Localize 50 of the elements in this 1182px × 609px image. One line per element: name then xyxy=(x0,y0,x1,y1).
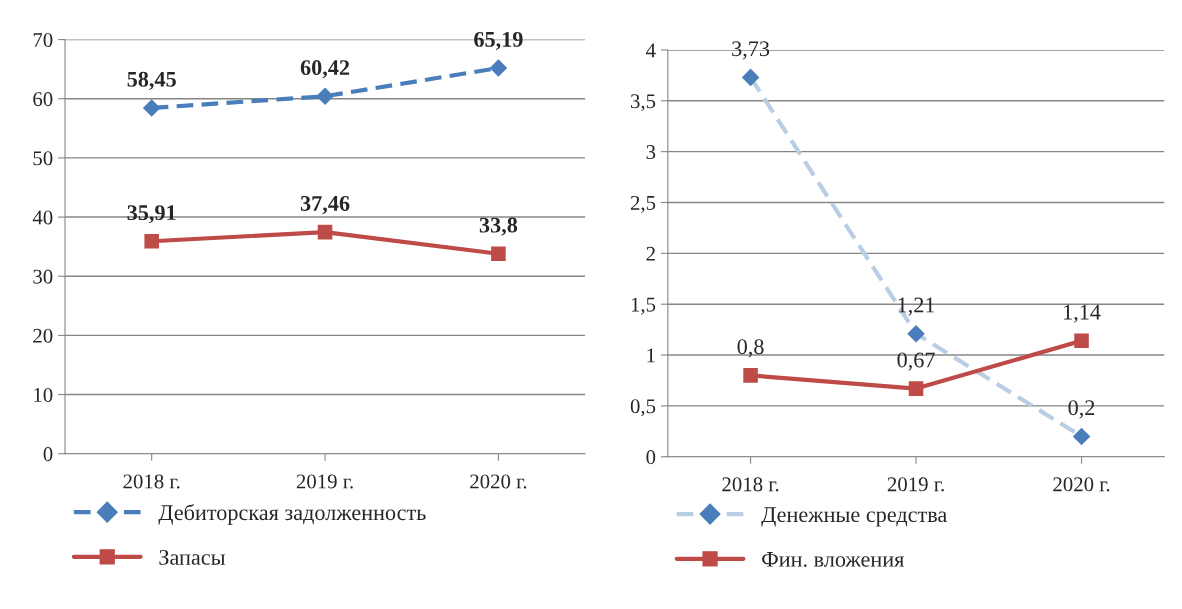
point xyxy=(741,68,760,87)
y-tick-label: 70 xyxy=(33,32,53,48)
point xyxy=(1072,427,1091,446)
y-tick-label: 30 xyxy=(33,269,53,284)
y-tick-label: 10 xyxy=(34,387,53,402)
x-tick-label: 2019 г. xyxy=(296,474,353,489)
data-label: 33,8 xyxy=(479,217,518,236)
x-tick-label: 2020 г. xyxy=(470,474,527,489)
point xyxy=(1074,333,1089,349)
x-tick-label: 2020 г. xyxy=(1053,477,1110,492)
data-label: 37,46 xyxy=(300,195,350,215)
legend-label: Денежные средства xyxy=(761,507,947,527)
legend-label: Фин. вложения xyxy=(762,552,904,567)
y-tick-label: 3,5 xyxy=(630,94,656,112)
y-tick-label: 0,5 xyxy=(630,399,656,417)
x-tick-label: 2018 г. xyxy=(123,474,180,489)
data-label: 0,67 xyxy=(897,352,935,371)
data-label: 1,14 xyxy=(1064,304,1101,323)
y-tick-label: 3 xyxy=(646,145,656,160)
point xyxy=(908,381,924,396)
x-tick-label: 2019 г. xyxy=(887,477,944,492)
y-tick-label: 2,5 xyxy=(630,195,656,213)
point xyxy=(743,368,758,383)
x-tick-label: 2018 г. xyxy=(722,477,779,492)
point xyxy=(907,324,925,343)
data-label: 0,8 xyxy=(737,339,764,358)
point xyxy=(316,87,334,106)
data-label: 3,73 xyxy=(732,41,770,60)
y-tick-label: 0 xyxy=(43,447,53,462)
y-tick-label: 4 xyxy=(646,43,656,58)
y-tick-label: 60 xyxy=(33,92,53,107)
data-label: 65,19 xyxy=(474,31,523,51)
point xyxy=(317,224,333,240)
legend-label: Дебиторская задолженность xyxy=(158,504,426,525)
point xyxy=(142,99,161,117)
y-tick-label: 0 xyxy=(646,450,656,465)
y-tick-label: 40 xyxy=(32,210,53,225)
data-label: 35,91 xyxy=(127,205,176,224)
data-label: 58,45 xyxy=(127,71,176,90)
y-tick-label: 2 xyxy=(646,246,655,261)
point xyxy=(489,59,508,77)
y-tick-label: 50 xyxy=(33,151,53,166)
data-label: 60,42 xyxy=(300,60,350,79)
point xyxy=(491,246,506,262)
y-tick-label: 1 xyxy=(647,348,655,363)
y-tick-label: 20 xyxy=(33,328,53,343)
y-tick-label: 1,5 xyxy=(631,297,656,315)
data-label: 0,2 xyxy=(1068,400,1095,419)
legend-label: Запасы xyxy=(159,549,226,565)
point xyxy=(144,233,159,249)
